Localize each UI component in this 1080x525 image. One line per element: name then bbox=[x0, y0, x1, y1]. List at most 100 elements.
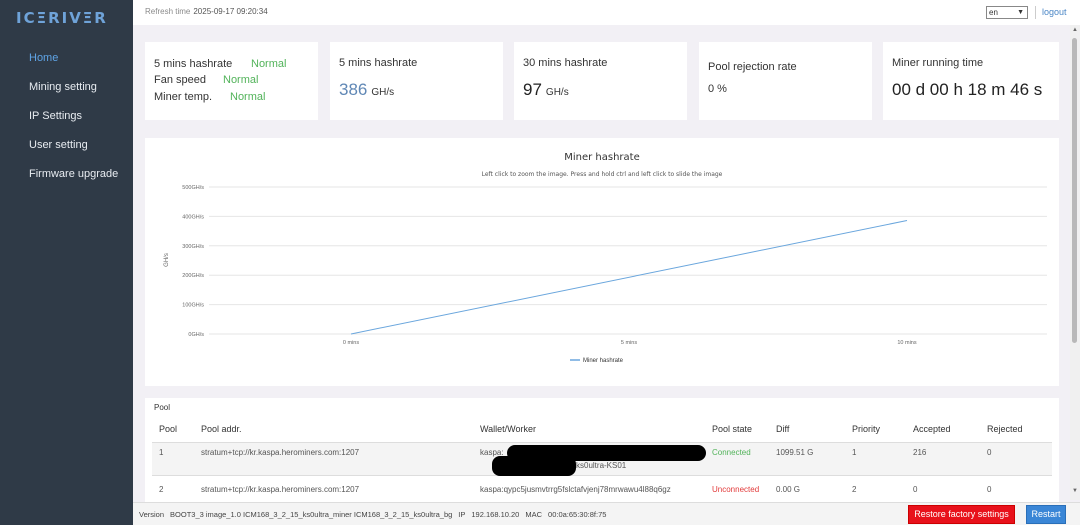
x-tick-label: 0 mins bbox=[343, 340, 359, 346]
chart-canvas[interactable]: Miner hashrate Left click to zoom the ima… bbox=[145, 138, 1059, 386]
pool-rejected: 0 bbox=[987, 448, 992, 457]
col-header-rejected: Rejected bbox=[987, 424, 1023, 434]
pool-diff: 1099.51 G bbox=[776, 448, 814, 457]
hashrate-30min-value-row: 97 GH/s bbox=[523, 80, 569, 100]
restart-button[interactable]: Restart bbox=[1026, 505, 1066, 524]
chart-title: Miner hashrate bbox=[564, 152, 640, 163]
y-axis-label: GH/s bbox=[164, 253, 170, 267]
hashrate-30min-label: 30 mins hashrate bbox=[523, 57, 608, 69]
col-header-pool-addr: Pool addr. bbox=[201, 424, 242, 434]
mac-label: MAC bbox=[525, 510, 543, 519]
mac-value: 00:0a:65:30:8f:75 bbox=[548, 510, 607, 519]
fan-status-value: Normal bbox=[223, 74, 259, 86]
scrollbar-thumb[interactable] bbox=[1072, 38, 1077, 343]
refresh-time: Refresh time 2025-09-17 09:20:34 bbox=[145, 7, 268, 16]
col-header-diff: Diff bbox=[776, 424, 790, 434]
refresh-label: Refresh time bbox=[145, 7, 191, 16]
hashrate-chart[interactable]: Miner hashrate Left click to zoom the ima… bbox=[145, 138, 1059, 386]
hashrate-5min-label: 5 mins hashrate bbox=[339, 57, 418, 69]
page-scrollbar[interactable]: ▲ ▼ bbox=[1070, 25, 1080, 500]
sidebar-item-ip-settings[interactable]: IP Settings bbox=[29, 110, 82, 122]
version-label: Version bbox=[139, 510, 165, 519]
pool-accepted: 216 bbox=[913, 448, 927, 457]
y-tick-label: 200GH/s bbox=[182, 273, 204, 279]
hashrate-status-label: 5 mins hashrate bbox=[154, 58, 233, 70]
version-info: Version BOOT3_3 image_1.0 ICM168_3_2_15_k… bbox=[139, 510, 612, 519]
y-tick-label: 300GH/s bbox=[182, 244, 204, 250]
sidebar-item-home[interactable]: Home bbox=[29, 52, 59, 64]
pool-section-title: Pool bbox=[154, 403, 171, 412]
running-time-card: Miner running time 00 d 00 h 18 m 46 s bbox=[883, 42, 1059, 120]
col-header-pool-state: Pool state bbox=[712, 424, 753, 434]
fan-status-row: Fan speed Normal bbox=[154, 74, 258, 86]
sidebar-item-user-setting[interactable]: User setting bbox=[29, 139, 88, 151]
series-line bbox=[350, 220, 908, 335]
running-time-value: 00 d 00 h 18 m 46 s bbox=[892, 80, 1043, 99]
x-tick-label: 5 mins bbox=[621, 340, 637, 346]
pool-number: 1 bbox=[159, 448, 164, 457]
hashrate-status-value: Normal bbox=[251, 58, 287, 70]
iceriver-logo: ICΞRIVΞR bbox=[0, 0, 133, 36]
x-tick-label: 10 mins bbox=[897, 340, 917, 346]
logout-link[interactable]: logout bbox=[1042, 7, 1067, 17]
scroll-up-icon[interactable]: ▲ bbox=[1072, 27, 1078, 33]
hashrate-30min-value: 97 bbox=[523, 80, 542, 99]
divider bbox=[1035, 6, 1036, 19]
hashrate-5min-card: 5 mins hashrate 386 GH/s bbox=[330, 42, 503, 120]
fan-status-label: Fan speed bbox=[154, 74, 206, 86]
language-value: en bbox=[989, 8, 998, 17]
sidebar: ICΞRIVΞR Home Mining setting IP Settings… bbox=[0, 0, 133, 525]
col-header-pool: Pool bbox=[159, 424, 178, 434]
ip-label: IP bbox=[458, 510, 466, 519]
temp-status-label: Miner temp. bbox=[154, 91, 213, 103]
pool-state-badge: Unconnected bbox=[712, 485, 760, 494]
logo-text: ICΞRIVΞR bbox=[16, 9, 108, 27]
rejection-rate-label: Pool rejection rate bbox=[708, 61, 797, 73]
pool-number: 2 bbox=[159, 485, 164, 494]
pool-state-badge: Connected bbox=[712, 448, 751, 457]
pool-priority: 1 bbox=[852, 448, 857, 457]
pool-rejected: 0 bbox=[987, 485, 992, 494]
y-tick-label: 400GH/s bbox=[182, 214, 204, 220]
chart-subtitle: Left click to zoom the image. Press and … bbox=[482, 171, 723, 178]
y-tick-label: 500GH/s bbox=[182, 185, 204, 191]
pool-address: stratum+tcp://kr.kaspa.herominers.com:12… bbox=[201, 448, 360, 457]
rejection-rate-value: 0 % bbox=[708, 83, 727, 95]
top-bar: Refresh time 2025-09-17 09:20:34 en ▼ log… bbox=[133, 0, 1080, 25]
status-card: 5 mins hashrate Normal Fan speed Normal … bbox=[145, 42, 318, 120]
hashrate-5min-value: 386 bbox=[339, 80, 368, 99]
legend-label: Miner hashrate bbox=[583, 358, 624, 364]
temp-status-value: Normal bbox=[230, 91, 266, 103]
chevron-down-icon: ▼ bbox=[1017, 9, 1024, 16]
sidebar-item-firmware-upgrade[interactable]: Firmware upgrade bbox=[29, 168, 119, 180]
pool-address: stratum+tcp://kr.kaspa.herominers.com:12… bbox=[201, 485, 360, 494]
y-tick-label: 100GH/s bbox=[182, 303, 204, 309]
ip-value: 192.168.10.20 bbox=[471, 510, 520, 519]
version-value: BOOT3_3 image_1.0 ICM168_3_2_15_ks0ultra… bbox=[170, 510, 453, 519]
col-header-priority: Priority bbox=[852, 424, 881, 434]
col-header-accepted: Accepted bbox=[913, 424, 951, 434]
wallet-address: kaspa:qypc5jusmvtrrg5fslctafvjenj78mrwaw… bbox=[480, 485, 671, 494]
rejection-rate-card: Pool rejection rate 0 % bbox=[699, 42, 872, 120]
pool-priority: 2 bbox=[852, 485, 857, 494]
pool-accepted: 0 bbox=[913, 485, 918, 494]
restore-factory-button[interactable]: Restore factory settings bbox=[908, 505, 1015, 524]
temp-status-row: Miner temp. Normal bbox=[154, 91, 265, 103]
hashrate-30min-unit: GH/s bbox=[545, 87, 569, 98]
running-time-label: Miner running time bbox=[892, 57, 984, 69]
hashrate-30min-card: 30 mins hashrate 97 GH/s bbox=[514, 42, 687, 120]
y-tick-label: 0GH/s bbox=[188, 332, 204, 338]
footer-bar: Version BOOT3_3 image_1.0 ICM168_3_2_15_k… bbox=[133, 502, 1080, 525]
language-select[interactable]: en ▼ bbox=[986, 6, 1028, 19]
wallet-address: kaspa: bbox=[480, 448, 504, 457]
hashrate-5min-value-row: 386 GH/s bbox=[339, 80, 394, 100]
sidebar-nav: Home Mining setting IP Settings User set… bbox=[0, 44, 133, 189]
col-header-wallet: Wallet/Worker bbox=[480, 424, 537, 434]
worker-name: ks0ultra-KS01 bbox=[576, 461, 627, 470]
pool-diff: 0.00 G bbox=[776, 485, 801, 494]
pool-panel: Pool Pool Pool addr. Wallet/Worker Pool … bbox=[145, 398, 1059, 502]
scroll-down-icon[interactable]: ▼ bbox=[1072, 488, 1078, 494]
refresh-value: 2025-09-17 09:20:34 bbox=[193, 7, 268, 16]
sidebar-item-mining-setting[interactable]: Mining setting bbox=[29, 81, 97, 93]
redaction-mark bbox=[492, 456, 576, 476]
